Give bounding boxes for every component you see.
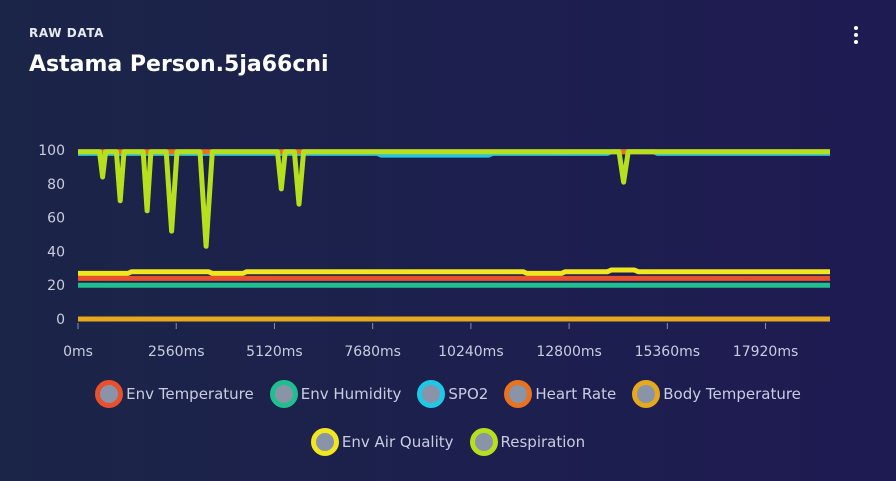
line-chart: 0 20 40 60 80 100 0ms 2560ms 5120ms 7680ms 10240ms… bbox=[38, 143, 830, 360]
y-tick-label: 100 bbox=[38, 143, 65, 159]
legend-item-spo2[interactable]: SPO2 bbox=[417, 380, 488, 408]
y-tick-label: 60 bbox=[47, 211, 65, 227]
legend-marker bbox=[417, 380, 446, 408]
y-tick-label: 0 bbox=[56, 312, 65, 328]
menu-dot bbox=[854, 33, 858, 37]
y-tick-label: 20 bbox=[47, 278, 65, 294]
x-tick-label: 15360ms bbox=[635, 344, 700, 360]
x-tick-label: 0ms bbox=[63, 344, 93, 360]
card-title: Astama Person.5ja66cni bbox=[29, 52, 329, 77]
series-line-env-air-quality bbox=[78, 267, 830, 276]
y-tick-label: 40 bbox=[47, 244, 65, 260]
legend-marker bbox=[504, 380, 533, 408]
legend-item-env-humidity[interactable]: Env Humidity bbox=[269, 380, 402, 408]
card-overline: RAW DATA bbox=[29, 26, 105, 40]
menu-dot bbox=[854, 26, 858, 30]
x-tick-label: 2560ms bbox=[148, 344, 205, 360]
legend-label: Env Temperature bbox=[126, 385, 254, 403]
menu-dot bbox=[854, 40, 858, 44]
legend-marker bbox=[269, 380, 298, 408]
legend-label: Heart Rate bbox=[535, 385, 617, 403]
legend-item-body-temperature[interactable]: Body Temperature bbox=[632, 380, 801, 408]
legend-item-env-temperature[interactable]: Env Temperature bbox=[95, 380, 254, 408]
legend-item-heart-rate[interactable]: Heart Rate bbox=[504, 380, 616, 408]
legend-marker bbox=[469, 428, 498, 456]
more-vertical-icon[interactable] bbox=[846, 24, 866, 46]
legend-marker bbox=[95, 380, 124, 408]
legend-label: Env Air Quality bbox=[341, 433, 454, 451]
legend-label: Env Humidity bbox=[300, 385, 402, 403]
x-tick-label: 7680ms bbox=[344, 344, 401, 360]
legend-label: Respiration bbox=[500, 433, 586, 451]
legend-marker bbox=[632, 380, 661, 408]
legend-label: Body Temperature bbox=[663, 385, 801, 403]
x-tick-label: 5120ms bbox=[246, 344, 303, 360]
x-tick-label: 10240ms bbox=[438, 344, 503, 360]
legend-label: SPO2 bbox=[448, 385, 489, 403]
chart-legend: Env Temperature Env Humidity SPO2 Heart Rat… bbox=[0, 380, 896, 456]
x-tick-label: 17920ms bbox=[733, 344, 798, 360]
legend-item-env-air-quality[interactable]: Env Air Quality bbox=[310, 428, 454, 456]
legend-item-respiration[interactable]: Respiration bbox=[469, 428, 586, 456]
x-tick-label: 12800ms bbox=[536, 344, 601, 360]
y-tick-label: 80 bbox=[47, 177, 65, 193]
series-line-respiration bbox=[78, 149, 830, 249]
legend-marker bbox=[310, 428, 339, 456]
